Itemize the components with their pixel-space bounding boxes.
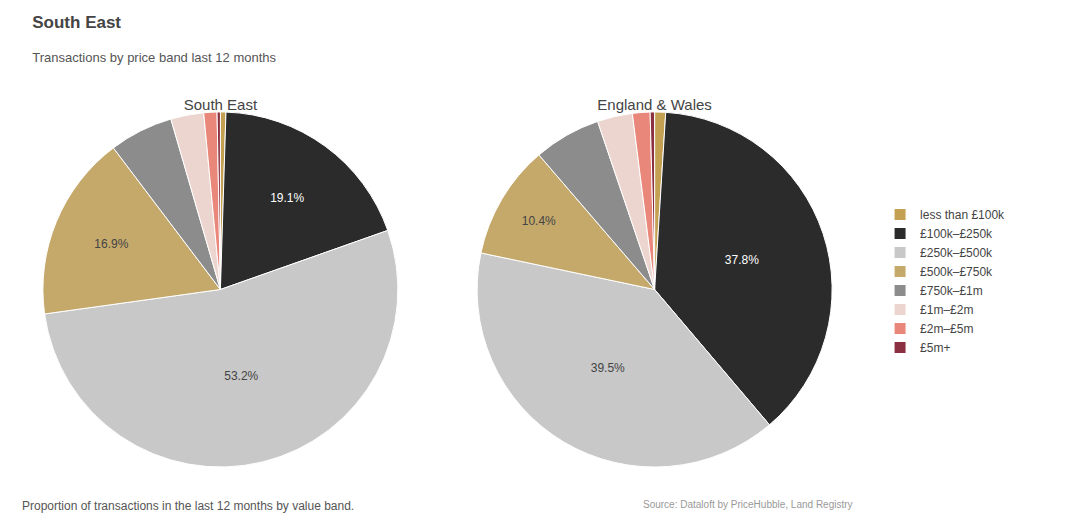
svg-text:39.5%: 39.5% xyxy=(591,361,625,375)
svg-text:£100k–£250k: £100k–£250k xyxy=(920,227,993,241)
svg-text:10.4%: 10.4% xyxy=(522,214,556,228)
svg-text:£250k–£500k: £250k–£500k xyxy=(920,246,993,260)
svg-text:Source: Dataloft by PriceHubbl: Source: Dataloft by PriceHubble, Land Re… xyxy=(643,499,853,510)
svg-text:South East: South East xyxy=(32,13,121,32)
svg-text:£5m+: £5m+ xyxy=(920,341,950,355)
svg-text:19.1%: 19.1% xyxy=(270,191,304,205)
svg-text:37.8%: 37.8% xyxy=(725,253,759,267)
svg-text:Proportion of transactions in: Proportion of transactions in the last 1… xyxy=(22,499,354,513)
svg-text:53.2%: 53.2% xyxy=(224,369,258,383)
svg-text:16.9%: 16.9% xyxy=(94,237,128,251)
svg-text:South East: South East xyxy=(184,96,258,113)
svg-text:England & Wales: England & Wales xyxy=(597,96,712,113)
svg-text:£500k–£750k: £500k–£750k xyxy=(920,265,993,279)
svg-text:£1m–£2m: £1m–£2m xyxy=(920,303,973,317)
svg-text:Transactions by price band las: Transactions by price band last 12 month… xyxy=(32,50,276,65)
svg-text:less than £100k: less than £100k xyxy=(920,208,1005,222)
svg-text:£2m–£5m: £2m–£5m xyxy=(920,322,973,336)
svg-text:£750k–£1m: £750k–£1m xyxy=(920,284,983,298)
